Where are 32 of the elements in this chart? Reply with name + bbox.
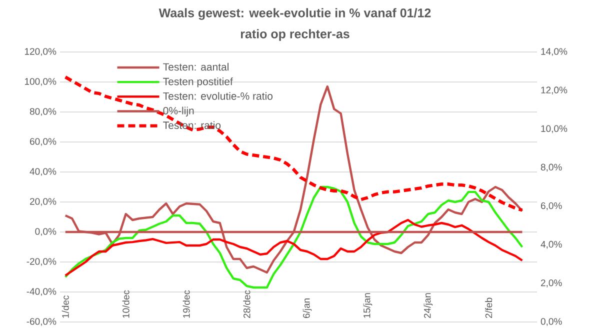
y-tick-label: 40,0% [30,168,56,176]
y-tick-label: 0,0% [35,228,56,236]
y2-tick-label: 4,0% [540,240,562,249]
y2-tick-label: 6,0% [541,202,562,210]
y-tick-label: 20,0% [30,198,56,206]
x-tick-label: 28/dec [243,290,250,318]
y-tick-label: -20,0% [26,258,56,266]
legend-label: Testen: aantal [163,62,228,71]
y2-tick-label: 12,0% [541,86,568,94]
y-tick-label: 100,0% [24,78,56,86]
y2-tick-label: 10,0% [541,125,568,134]
y-tick-label: 80,0% [30,108,56,116]
chart-title: Waals gewest: week-evolutie in % vanaf 01/12 [158,8,431,20]
y-tick-label: -60,0% [26,318,56,326]
x-tick-label: 15/jan [363,293,372,318]
y2-tick-label: 8,0% [540,164,562,172]
x-tick-label: 24/jan [424,293,433,318]
legend-label: Testen postitief [163,78,233,88]
x-tick-label: 19/dec [182,290,190,318]
y2-tick-label: 0,0% [540,318,562,326]
chart-subtitle: ratio op rechter-as [240,29,350,41]
y-tick-label: 120,0% [24,48,56,56]
x-tick-label: 6/jan [302,298,312,318]
y2-tick-label: 2,0% [541,279,562,288]
x-tick-label: 2/feb [485,298,492,318]
y-tick-label: -40,0% [26,288,56,296]
x-tick-label: 1/dec [62,295,69,318]
x-tick-label: 10/dec [122,290,130,318]
legend-label: Testen: evolutie-% ratio [163,92,273,100]
y2-tick-label: 14,0% [541,48,568,56]
y-tick-label: 60,0% [30,138,56,146]
legend-label: 0%-lijn [163,106,194,116]
